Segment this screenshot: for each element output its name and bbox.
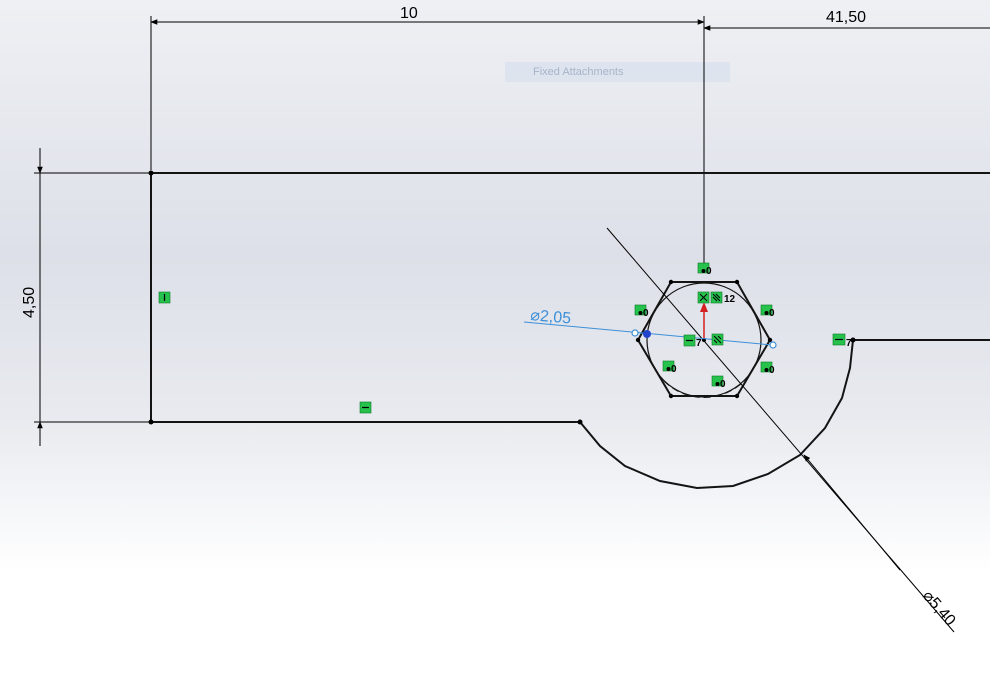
relation-label: 0: [671, 364, 677, 375]
relation-label: 0: [720, 379, 726, 390]
sketch-point[interactable]: [734, 279, 740, 285]
sketch-point[interactable]: [767, 337, 773, 343]
relation-merge-lower-right[interactable]: 0: [760, 361, 775, 376]
relation-merge-upper-left[interactable]: 0: [634, 304, 649, 319]
handle-point[interactable]: [769, 341, 777, 349]
sketch-point[interactable]: [668, 279, 674, 285]
dimension-diameter-small[interactable]: ⌀2,05: [523, 307, 777, 349]
relation-label: 0: [769, 365, 775, 376]
handle-point[interactable]: [631, 329, 639, 337]
relation-label: 7: [846, 338, 852, 349]
relation-label: 12: [724, 294, 736, 305]
relation-horizontal-right[interactable]: 7: [832, 333, 852, 349]
sketch-profile[interactable]: [150, 172, 990, 490]
dimension-horizontal-right[interactable]: 41,50: [703, 9, 990, 268]
leader-line: [606, 227, 955, 633]
hexagon-group[interactable]: [635, 279, 773, 399]
relation-label: 0: [706, 266, 712, 277]
relation-merge-top[interactable]: 0: [697, 262, 712, 277]
relation-equal-top[interactable]: 12: [697, 291, 736, 305]
relation-merge-lower-left[interactable]: 0: [662, 360, 677, 375]
dimension-horizontal-left[interactable]: 10: [150, 5, 705, 170]
relation-merge-bottom[interactable]: 0: [711, 375, 726, 390]
sketch-point[interactable]: [734, 393, 740, 399]
dimension-value-2-05[interactable]: ⌀2,05: [530, 307, 572, 327]
construction-arc: [663, 380, 745, 398]
relation-label: 7: [696, 338, 702, 349]
relation-horizontal-bottom[interactable]: [359, 401, 372, 414]
relation-vertical-left[interactable]: [158, 291, 171, 304]
leader-arrow: [803, 454, 901, 571]
dimension-value-5-40[interactable]: ⌀5,40: [919, 587, 959, 629]
dimension-value-10[interactable]: 10: [400, 5, 418, 22]
sketch-point[interactable]: [577, 419, 583, 425]
relation-label: 0: [643, 308, 649, 319]
sketch-point[interactable]: [148, 419, 154, 425]
dimension-value-41-50[interactable]: 41,50: [826, 9, 866, 26]
relation-label: 0: [769, 308, 775, 319]
dimension-vertical-left[interactable]: 4,50: [21, 148, 151, 446]
sketch-point[interactable]: [850, 337, 856, 343]
sketch-arc[interactable]: [579, 339, 854, 490]
relation-coincident-center[interactable]: [711, 333, 724, 346]
ghost-tooltip: Fixed Attachments: [505, 62, 730, 82]
origin-arrow-icon: [700, 302, 708, 312]
sketch-point[interactable]: [668, 393, 674, 399]
sketch-point[interactable]: [148, 170, 154, 176]
sketch-point[interactable]: [635, 337, 641, 343]
dimension-diameter-large[interactable]: ⌀5,40: [606, 227, 959, 633]
selected-point[interactable]: [643, 330, 651, 338]
relation-merge-upper-right[interactable]: 0: [760, 304, 775, 319]
relation-horizontal-center[interactable]: 7: [683, 334, 702, 349]
dimension-value-4-50[interactable]: 4,50: [21, 287, 38, 318]
